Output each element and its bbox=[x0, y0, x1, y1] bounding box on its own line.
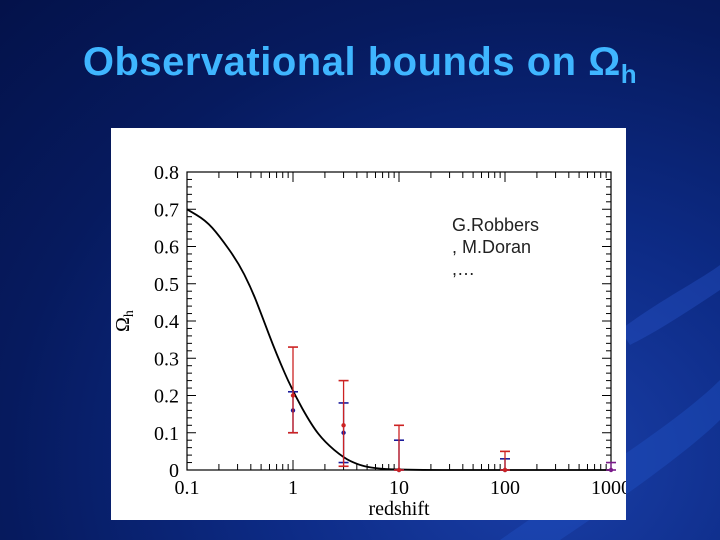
y-axis-label-sub: h bbox=[122, 310, 137, 317]
y-tick-label: 0.8 bbox=[154, 162, 179, 184]
y-tick-label: 0.2 bbox=[154, 386, 179, 408]
annotation-line-1: G.Robbers bbox=[452, 215, 540, 235]
error-bar bbox=[338, 379, 349, 468]
tick-labels: 00.10.20.30.40.50.60.70.80.1 1 10 100 1000 bbox=[154, 162, 626, 499]
curve-layer bbox=[186, 208, 611, 471]
y-tick-label: 0.6 bbox=[154, 237, 179, 259]
slide-title: Observational bounds on Ωh bbox=[0, 40, 720, 90]
error-bar bbox=[606, 461, 616, 473]
y-tick-label: 0.1 bbox=[154, 423, 179, 445]
data-point bbox=[341, 423, 346, 428]
x-axis-label: redshift bbox=[368, 498, 430, 520]
slide-title-subscript: h bbox=[620, 59, 638, 89]
model-curve bbox=[186, 208, 611, 471]
annotation-line-3: ,… bbox=[452, 259, 476, 279]
x-tick-label: 100 bbox=[490, 477, 520, 499]
slide-title-main: Observational bounds on Ω bbox=[82, 40, 621, 84]
x-tick-label: 10 bbox=[389, 477, 409, 499]
y-axis-label-main: Ω bbox=[112, 317, 134, 332]
data-point bbox=[290, 393, 296, 398]
error-bar bbox=[394, 424, 404, 473]
y-axis-label: Ωh bbox=[112, 310, 137, 332]
error-bar bbox=[288, 346, 298, 434]
y-tick-label: 0.4 bbox=[154, 311, 179, 333]
data-point bbox=[502, 467, 508, 473]
data-point bbox=[608, 467, 614, 473]
annotation: G.Robbers , M.Doran ,… bbox=[452, 214, 592, 280]
y-tick-label: 0.3 bbox=[154, 348, 179, 370]
y-tick-label: 0 bbox=[169, 460, 179, 482]
x-tick-label: 1000 bbox=[591, 477, 626, 499]
data-point bbox=[396, 467, 402, 473]
plot-panel: 0 0.1 0.2 0.3 0.4 0.5 0.6 0.7 0.8 0.1 1 10 100 1000 r… bbox=[111, 128, 626, 520]
y-tick-label: 0.5 bbox=[154, 274, 179, 296]
chart: 00.10.20.30.40.50.60.70.80.1 1 10 100 1000 r… bbox=[112, 162, 626, 520]
annotation-line-2: , M.Doran bbox=[452, 237, 532, 257]
x-tick-label: 1 bbox=[288, 477, 298, 499]
error-bar bbox=[500, 450, 510, 473]
x-tick-label: 0.1 bbox=[175, 477, 200, 499]
svg-text:Ωh: Ωh bbox=[112, 310, 137, 332]
y-tick-label: 0.7 bbox=[154, 199, 179, 221]
error-bars bbox=[288, 346, 616, 473]
